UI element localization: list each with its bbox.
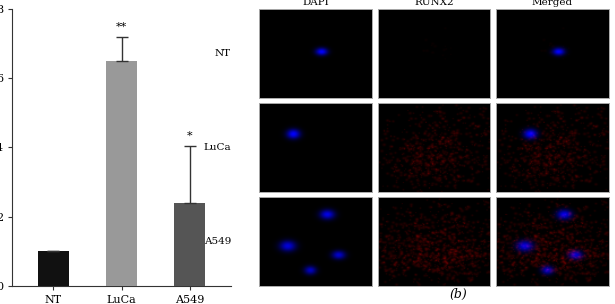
Text: **: ** xyxy=(116,22,127,32)
Text: (b): (b) xyxy=(450,288,467,301)
Bar xyxy=(106,61,137,286)
Title: DAPI: DAPI xyxy=(302,0,329,7)
Text: LuCa: LuCa xyxy=(204,143,231,152)
Text: A549: A549 xyxy=(204,237,231,246)
Text: NT: NT xyxy=(215,49,231,58)
Bar xyxy=(38,251,69,286)
Bar xyxy=(175,203,205,286)
Title: Merged: Merged xyxy=(532,0,573,7)
Text: *: * xyxy=(187,130,192,140)
Title: RUNX2: RUNX2 xyxy=(415,0,454,7)
